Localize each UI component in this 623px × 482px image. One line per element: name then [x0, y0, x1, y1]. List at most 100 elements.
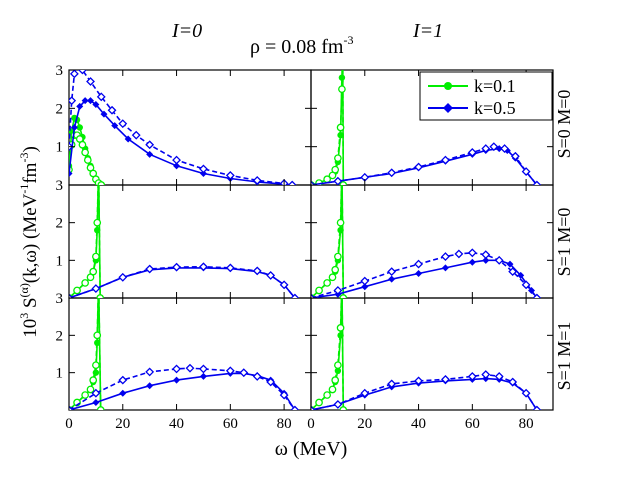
- ylabel-part: S: [20, 297, 41, 312]
- x-tick-label: 20: [357, 416, 372, 432]
- data-point: [172, 155, 181, 165]
- data-point: [290, 293, 300, 298]
- data-point: [508, 267, 518, 277]
- data-point: [76, 124, 83, 131]
- data-point: [239, 368, 249, 378]
- data-point: [69, 405, 74, 410]
- data-point: [118, 272, 128, 282]
- ylabel-part: ): [20, 146, 41, 152]
- data-point: [532, 180, 542, 185]
- data-point: [441, 374, 450, 384]
- data-point: [311, 293, 316, 298]
- data-point: [331, 376, 340, 384]
- y-tick-label: 3: [56, 291, 64, 307]
- data-point: [279, 390, 289, 400]
- series-line-k05-solid: [69, 99, 293, 185]
- data-point: [92, 361, 100, 370]
- data-point: [225, 170, 235, 180]
- data-point: [96, 406, 105, 410]
- data-point: [173, 162, 181, 170]
- data-point: [521, 388, 531, 398]
- data-point: [97, 181, 106, 185]
- data-point: [173, 376, 181, 384]
- ylabel-part: (α): [17, 283, 31, 297]
- data-point: [252, 371, 262, 381]
- data-point: [131, 130, 141, 140]
- data-point: [124, 135, 132, 143]
- data-point: [494, 255, 504, 265]
- data-point: [89, 267, 98, 276]
- data-point: [89, 376, 98, 384]
- data-point: [279, 280, 289, 290]
- data-point: [69, 96, 77, 106]
- data-point: [81, 97, 89, 105]
- data-point: [91, 284, 101, 294]
- data-point: [252, 266, 262, 276]
- series-line-k05-solid: [311, 377, 538, 410]
- data-point: [500, 144, 510, 154]
- ylabel-part: fm: [20, 162, 41, 183]
- data-point: [73, 286, 81, 295]
- x-axis-label: ω (MeV): [275, 438, 348, 460]
- data-point: [96, 92, 106, 102]
- tick-layer: 1 2 3 1 2 3 1 2 3 0 20 40 60 80 0 20 40 60 80: [56, 63, 553, 432]
- x-tick-label: 40: [169, 416, 184, 432]
- y-tick-label: 1: [56, 140, 64, 156]
- panel-series-group: [311, 185, 542, 298]
- data-point: [414, 162, 423, 172]
- data-point: [185, 363, 195, 373]
- panel-series-group: [311, 276, 542, 410]
- data-point: [333, 176, 343, 185]
- data-point: [339, 406, 348, 410]
- data-point: [95, 163, 101, 169]
- data-point: [494, 371, 504, 381]
- series-line-k05-solid: [311, 259, 538, 298]
- data-point: [145, 140, 155, 150]
- data-point: [87, 97, 95, 105]
- data-point: [387, 168, 397, 178]
- data-point: [266, 377, 276, 387]
- data-point: [339, 276, 345, 282]
- data-point: [100, 110, 108, 118]
- data-point: [74, 59, 81, 66]
- data-point: [96, 294, 105, 298]
- data-point: [81, 279, 89, 287]
- legend-marker-k01: [444, 82, 452, 90]
- panel-frames: [68, 69, 554, 411]
- legend-marker-k05: [443, 103, 453, 113]
- ylabel-part: -3: [17, 153, 31, 163]
- data-point: [328, 385, 337, 394]
- data-point: [339, 276, 345, 282]
- data-point: [199, 164, 208, 174]
- data-point: [388, 275, 396, 283]
- data-point: [521, 280, 531, 290]
- y-tick-label: 2: [56, 101, 64, 117]
- data-point: [78, 140, 87, 149]
- series-line-k01-solid: [311, 298, 345, 410]
- data-point: [119, 389, 127, 397]
- data-point: [481, 144, 491, 154]
- data-point: [81, 148, 89, 157]
- data-point: [69, 293, 74, 298]
- data-point: [506, 260, 514, 268]
- data-point: [76, 102, 84, 110]
- y-tick-label: 3: [56, 178, 64, 194]
- data-point: [481, 250, 491, 260]
- data-point: [86, 385, 95, 394]
- data-point: [78, 70, 87, 75]
- data-point: [521, 167, 531, 177]
- data-point: [361, 283, 369, 291]
- data-point: [517, 271, 525, 279]
- data-point: [331, 265, 340, 274]
- data-point: [111, 122, 119, 130]
- data-point: [69, 170, 73, 177]
- data-point: [331, 165, 340, 174]
- data-point: [199, 372, 207, 380]
- data-point: [454, 249, 464, 259]
- data-point: [172, 262, 181, 272]
- y-tick-label: 1: [56, 253, 64, 269]
- data-point: [334, 361, 342, 370]
- data-point: [252, 175, 262, 185]
- data-point: [311, 180, 316, 185]
